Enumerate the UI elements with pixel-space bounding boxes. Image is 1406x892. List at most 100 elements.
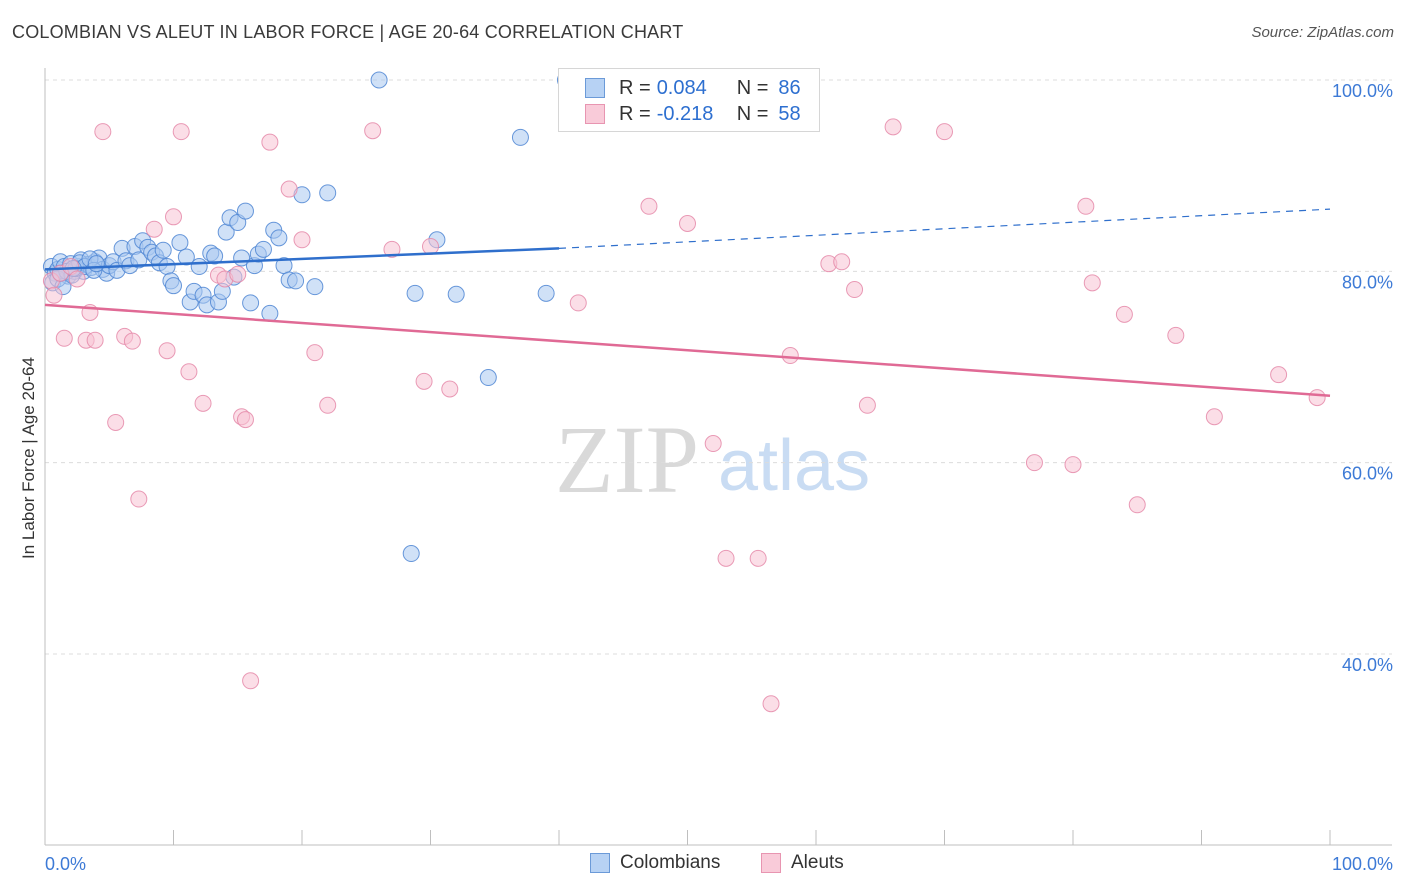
correlation-legend: R = 0.084 N = 86 R = -0.218 N = 58	[558, 68, 820, 132]
aleut-point	[194, 394, 212, 412]
r-label: R =	[619, 76, 651, 99]
x-tick-label-min: 0.0%	[45, 854, 86, 874]
aleuts-trend-line	[44, 303, 1331, 397]
aleut-point	[1025, 454, 1043, 472]
aleut-point	[640, 197, 658, 215]
aleut-point	[1167, 326, 1185, 344]
aleut-point	[364, 122, 382, 140]
colombians-trend-line	[44, 247, 560, 271]
aleut-point	[86, 331, 104, 349]
r-value-aleuts: -0.218	[656, 102, 714, 125]
aleut-point	[236, 411, 254, 429]
aleut-point	[846, 281, 864, 299]
aleut-point	[569, 294, 587, 312]
aleut-point	[242, 672, 260, 690]
watermark-atlas: atlas	[718, 426, 870, 506]
aleut-point	[441, 380, 459, 398]
colombians-swatch	[585, 78, 605, 98]
colombian-point	[261, 304, 279, 322]
aleut-point	[1115, 305, 1133, 323]
x-tick-label-max: 100.0%	[1332, 854, 1393, 874]
aleut-point	[229, 265, 247, 283]
aleut-point	[833, 253, 851, 271]
y-axis-label: In Labor Force | Age 20-64	[19, 357, 38, 559]
colombian-point	[130, 251, 148, 269]
r-label: R =	[619, 102, 651, 125]
colombian-point	[511, 128, 529, 146]
n-label: N =	[736, 76, 769, 99]
aleuts-legend-label: Aleuts	[791, 852, 844, 873]
aleut-point	[158, 342, 176, 360]
colombian-point	[165, 277, 182, 295]
colombian-point	[537, 284, 555, 302]
aleut-point	[717, 549, 735, 567]
n-label: N =	[736, 102, 769, 125]
y-tick-label: 100.0%	[1332, 81, 1393, 101]
colombian-point	[177, 248, 195, 266]
colombian-point	[402, 545, 420, 563]
colombian-point	[236, 202, 254, 220]
y-tick-label: 40.0%	[1342, 655, 1393, 675]
colombian-point	[206, 247, 224, 265]
source-label: Source: ZipAtlas.com	[1251, 24, 1394, 41]
aleut-point	[422, 237, 439, 255]
aleut-point	[679, 215, 696, 232]
aleut-point	[172, 123, 190, 141]
aleut-point	[280, 180, 298, 198]
aleut-point	[762, 695, 780, 713]
aleut-point	[704, 435, 722, 453]
aleut-point	[261, 133, 279, 151]
aleut-point	[936, 123, 953, 141]
aleut-point	[1083, 274, 1101, 292]
aleut-point	[781, 347, 799, 365]
n-value-colombians: 86	[778, 76, 801, 99]
aleut-point	[94, 123, 112, 141]
colombian-point	[447, 285, 465, 303]
aleut-point	[55, 329, 73, 347]
colombians-legend-label: Colombians	[620, 852, 721, 873]
aleut-point	[1205, 408, 1223, 426]
colombian-point	[370, 71, 388, 89]
legend-item-colombians: Colombians	[590, 852, 720, 874]
colombians-legend-swatch	[590, 853, 610, 873]
r-value-colombians: 0.084	[656, 76, 707, 99]
colombian-point	[479, 369, 497, 387]
aleut-point	[107, 413, 125, 431]
colombian-point	[406, 284, 424, 302]
aleut-point	[319, 396, 337, 414]
y-tick-label: 80.0%	[1342, 272, 1393, 292]
legend-item-aleuts: Aleuts	[761, 852, 844, 874]
aleut-point	[415, 372, 433, 390]
aleut-point	[180, 363, 198, 381]
aleut-point	[1128, 496, 1146, 514]
colombian-point	[319, 184, 337, 202]
aleut-point	[1308, 389, 1326, 407]
n-value-aleuts: 58	[778, 102, 801, 125]
aleut-point	[165, 208, 182, 226]
chart-title: COLOMBIAN VS ALEUT IN LABOR FORCE | AGE …	[12, 22, 684, 42]
aleut-point	[130, 490, 148, 508]
y-tick-label: 60.0%	[1342, 464, 1393, 484]
colombian-point	[287, 272, 305, 290]
aleut-point	[68, 270, 86, 288]
colombians-trend-extension	[558, 208, 1331, 249]
colombian-point	[158, 258, 176, 276]
aleut-point	[749, 549, 767, 567]
colombian-point	[270, 229, 288, 247]
aleut-point	[1064, 456, 1082, 474]
colombian-point	[242, 294, 260, 312]
aleut-point	[45, 286, 63, 304]
legend-row-aleuts: R = -0.218 N = 58	[585, 102, 801, 126]
aleuts-legend-swatch	[761, 853, 781, 873]
series-legend: Colombians Aleuts	[0, 852, 1406, 878]
colombian-point	[154, 241, 172, 259]
colombian-point	[306, 278, 324, 296]
aleut-point	[306, 344, 324, 362]
aleut-point	[884, 118, 902, 136]
colombian-point	[254, 240, 272, 258]
legend-row-colombians: R = 0.084 N = 86	[585, 76, 801, 100]
aleut-point	[145, 220, 163, 238]
aleut-point	[383, 240, 401, 258]
colombian-point	[87, 255, 105, 273]
